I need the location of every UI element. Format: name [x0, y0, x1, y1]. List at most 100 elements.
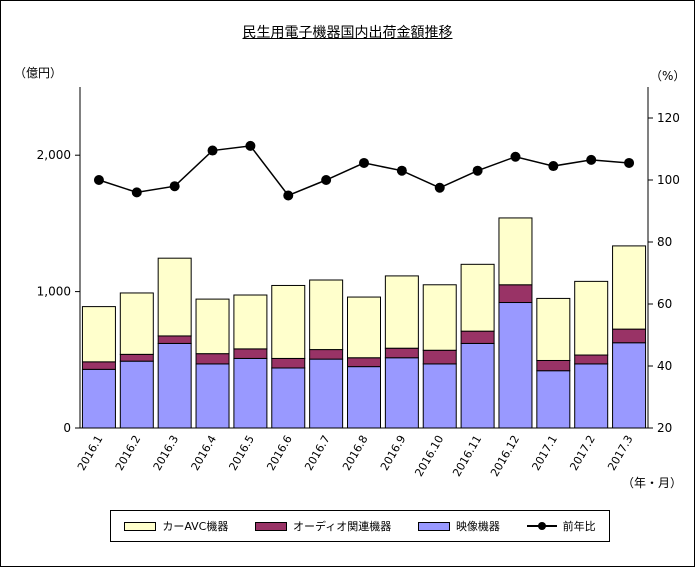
- x-tick-label-2016.6: 2016.6: [264, 433, 295, 473]
- bar-s0-2016.12: [498, 302, 533, 429]
- bar-s1-2016.3: [157, 335, 192, 344]
- right-tick-label-4: 100: [657, 173, 680, 187]
- bar-s0-2016.7: [309, 358, 344, 429]
- bar-s2-2016.8: [347, 296, 381, 359]
- legend-label-car-avc: カーAVC機器: [162, 520, 229, 533]
- bar-s0-2016.8: [347, 366, 381, 429]
- bar-s2-2016.10: [422, 284, 457, 351]
- bar-s1-2017.3: [612, 328, 647, 344]
- x-tick-label-2016.1: 2016.1: [75, 433, 106, 473]
- x-tick-label-2016.2: 2016.2: [113, 433, 144, 473]
- bar-s1-2016.8: [347, 357, 381, 368]
- x-axis-unit: （年・月）: [622, 476, 682, 490]
- right-tick-label-3: 80: [657, 235, 672, 249]
- yoy-point-2016.4: [207, 145, 218, 156]
- left-tick-label-0: 0: [63, 421, 71, 435]
- bar-s1-2016.5: [233, 348, 268, 359]
- bar-s1-2017.2: [574, 354, 609, 365]
- bar-s0-2016.11: [460, 342, 495, 429]
- left-axis-unit: （億円）: [14, 66, 62, 80]
- right-tick-label-0: 20: [657, 421, 672, 435]
- x-tick-label-2016.5: 2016.5: [226, 433, 257, 473]
- yoy-point-2016.7: [321, 175, 332, 185]
- legend-label-video: 映像機器: [455, 520, 500, 533]
- left-tick-label-1: 1,000: [37, 285, 71, 299]
- yoy-point-2016.1: [93, 175, 104, 185]
- legend-label-yoy: 前年比: [562, 520, 596, 533]
- bar-s1-2017.1: [536, 359, 571, 372]
- bar-s2-2016.9: [384, 275, 419, 349]
- right-tick-label-1: 40: [657, 359, 672, 373]
- yoy-point-2016.10: [434, 182, 445, 193]
- bar-s0-2016.2: [119, 360, 154, 429]
- bar-s0-2016.1: [81, 368, 116, 429]
- bar-s1-2016.11: [460, 330, 495, 344]
- bar-s0-2016.5: [233, 357, 268, 429]
- legend-swatch-video: [417, 521, 450, 531]
- x-tick-label-2016.7: 2016.7: [302, 433, 333, 473]
- x-tick-label-2016.9: 2016.9: [378, 433, 409, 473]
- x-tick-label-2016.8: 2016.8: [340, 433, 371, 473]
- chart-legend: カーAVC機器 オーディオ関連機器 映像機器 前年比: [110, 510, 610, 542]
- x-tick-label-2016.10: 2016.10: [412, 433, 446, 479]
- right-tick-label-2: 60: [657, 297, 672, 311]
- yoy-point-2017.1: [548, 161, 559, 172]
- right-axis-unit: （%）: [650, 69, 685, 83]
- bar-s2-2016.1: [81, 306, 116, 363]
- bar-s2-2017.2: [574, 280, 609, 356]
- bar-s0-2016.4: [195, 363, 230, 429]
- bar-s0-2016.9: [384, 357, 419, 429]
- yoy-point-2016.6: [283, 190, 294, 201]
- x-tick-label-2016.4: 2016.4: [189, 433, 220, 473]
- bar-s1-2016.6: [271, 357, 306, 369]
- x-tick-label-2016.3: 2016.3: [151, 433, 182, 473]
- x-tick-label-2016.12: 2016.12: [488, 433, 522, 479]
- legend-swatch-car-avc: [124, 521, 157, 531]
- bar-s1-2016.12: [498, 284, 533, 304]
- bar-s1-2016.7: [309, 349, 344, 360]
- left-tick-label-2: 2,000: [37, 148, 71, 162]
- legend-swatch-yoy: [526, 522, 557, 530]
- bar-s0-2016.10: [422, 363, 457, 429]
- bar-s1-2016.9: [384, 347, 419, 359]
- yoy-point-2016.5: [245, 140, 256, 151]
- bar-s2-2016.12: [498, 217, 533, 286]
- yoy-point-2017.3: [624, 157, 635, 168]
- legend-swatch-audio: [255, 521, 288, 531]
- bar-s1-2016.1: [81, 361, 116, 370]
- bar-s2-2016.7: [309, 279, 344, 351]
- yoy-point-2016.2: [131, 187, 142, 198]
- bar-s0-2017.3: [612, 342, 647, 429]
- x-tick-label-2016.11: 2016.11: [450, 433, 484, 479]
- chart-title: 民生用電子機器国内出荷金額推移: [242, 25, 453, 41]
- x-tick-label-2017.3: 2017.3: [605, 433, 636, 473]
- bar-s0-2017.2: [574, 363, 609, 429]
- yoy-point-2016.12: [510, 151, 521, 162]
- x-tick-label-2017.1: 2017.1: [529, 433, 560, 473]
- bar-s0-2016.6: [271, 367, 306, 429]
- bar-s2-2016.11: [460, 263, 495, 332]
- bar-s1-2016.4: [195, 353, 230, 365]
- yoy-point-2017.2: [586, 154, 597, 165]
- yoy-point-2016.3: [169, 181, 180, 192]
- legend-item-audio: オーディオ関連機器: [255, 518, 391, 534]
- bar-s2-2016.5: [233, 294, 268, 350]
- bar-s1-2016.10: [422, 349, 457, 365]
- legend-item-video: 映像機器: [417, 518, 500, 534]
- legend-item-car-avc: カーAVC機器: [124, 518, 228, 534]
- yoy-point-2016.9: [396, 165, 407, 176]
- yoy-point-2016.11: [472, 165, 483, 176]
- bar-s2-2016.6: [271, 284, 306, 359]
- x-tick-label-2017.2: 2017.2: [567, 433, 598, 473]
- bar-s2-2017.3: [612, 245, 647, 330]
- bar-s0-2017.1: [536, 370, 571, 429]
- yoy-point-2016.8: [359, 157, 369, 168]
- bar-s2-2016.2: [119, 292, 154, 355]
- legend-item-yoy: 前年比: [526, 518, 596, 534]
- bar-s2-2017.1: [536, 297, 571, 361]
- bar-s0-2016.3: [157, 342, 192, 429]
- bar-s1-2016.2: [119, 353, 154, 362]
- bar-s2-2016.4: [195, 298, 230, 355]
- legend-label-audio: オーディオ関連機器: [293, 520, 392, 533]
